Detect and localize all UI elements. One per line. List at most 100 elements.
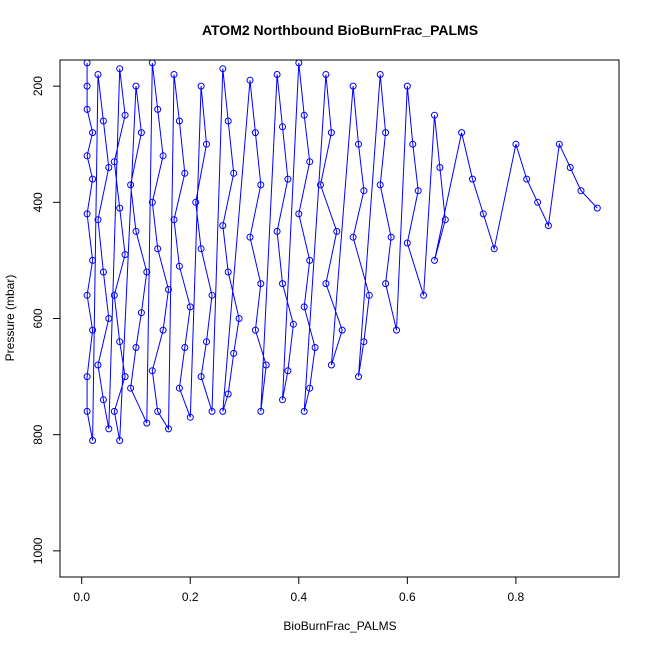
plot-frame bbox=[59, 59, 620, 578]
data-point bbox=[235, 315, 243, 322]
data-point bbox=[414, 187, 422, 195]
data-point bbox=[262, 361, 270, 369]
data-point bbox=[246, 233, 254, 241]
data-point bbox=[284, 175, 292, 183]
data-point bbox=[181, 169, 189, 177]
data-point bbox=[89, 129, 97, 137]
data-point bbox=[403, 239, 411, 247]
data-point bbox=[105, 425, 113, 433]
data-point bbox=[441, 216, 449, 224]
x-axis-label: BioBurnFrac_PALMS bbox=[283, 619, 396, 633]
data-point bbox=[289, 320, 297, 328]
data-point bbox=[311, 344, 319, 351]
data-point bbox=[376, 71, 384, 78]
data-point bbox=[197, 82, 205, 90]
data-point bbox=[273, 71, 281, 78]
data-point bbox=[338, 326, 346, 334]
data-point bbox=[94, 216, 102, 224]
x-tick-label: 0.4 bbox=[290, 590, 307, 604]
y-axis: 200 400 600 800 1000 bbox=[31, 76, 61, 564]
y-tick-label: 1000 bbox=[31, 537, 45, 564]
data-point bbox=[230, 169, 238, 177]
data-point bbox=[257, 407, 265, 415]
data-point bbox=[257, 181, 265, 189]
data-point bbox=[83, 105, 91, 113]
data-marks bbox=[83, 59, 601, 444]
data-point bbox=[121, 373, 129, 381]
data-point bbox=[246, 76, 254, 84]
data-point bbox=[110, 158, 118, 166]
data-point bbox=[148, 367, 156, 375]
data-point bbox=[186, 413, 194, 421]
data-point bbox=[197, 373, 205, 381]
y-axis-label: Pressure (mbar) bbox=[3, 275, 17, 362]
data-point bbox=[224, 117, 232, 125]
data-point bbox=[165, 425, 172, 433]
data-point bbox=[230, 349, 238, 357]
data-point bbox=[132, 82, 140, 90]
data-point bbox=[360, 187, 368, 195]
data-point bbox=[365, 291, 373, 299]
data-point bbox=[148, 198, 156, 206]
data-point bbox=[175, 384, 183, 392]
data-point bbox=[436, 164, 444, 171]
data-point bbox=[306, 158, 314, 166]
data-point bbox=[154, 407, 162, 415]
data-point bbox=[327, 129, 335, 137]
data-point bbox=[306, 256, 314, 264]
data-point bbox=[203, 140, 210, 148]
data-point bbox=[273, 227, 281, 235]
data-point bbox=[403, 82, 411, 90]
data-point bbox=[327, 361, 335, 369]
data-point bbox=[99, 396, 107, 404]
data-point bbox=[431, 256, 438, 264]
data-point bbox=[333, 227, 341, 235]
chart-title: ATOM2 Northbound BioBurnFrac_PALMS bbox=[202, 22, 478, 38]
data-point bbox=[197, 245, 205, 253]
data-point bbox=[181, 344, 189, 351]
data-point bbox=[224, 268, 232, 276]
y-tick-label: 200 bbox=[31, 76, 45, 96]
data-point bbox=[382, 129, 390, 137]
y-tick-label: 800 bbox=[31, 424, 45, 444]
data-point bbox=[322, 280, 330, 288]
data-point bbox=[322, 71, 330, 78]
x-tick-label: 0.2 bbox=[182, 590, 199, 604]
data-point bbox=[175, 262, 183, 270]
data-point bbox=[154, 245, 162, 253]
data-point bbox=[89, 326, 97, 334]
data-point bbox=[99, 268, 107, 276]
data-point bbox=[382, 280, 390, 288]
data-point bbox=[355, 373, 362, 381]
data-point bbox=[295, 210, 303, 218]
data-point bbox=[251, 129, 259, 137]
x-tick-label: 0.8 bbox=[508, 590, 525, 604]
data-point bbox=[143, 268, 151, 276]
data-point bbox=[458, 129, 466, 137]
data-point bbox=[83, 407, 91, 415]
data-point bbox=[83, 82, 91, 90]
data-point bbox=[175, 117, 183, 125]
data-point bbox=[154, 105, 162, 113]
data-point bbox=[143, 419, 151, 427]
data-point bbox=[110, 407, 118, 415]
data-point bbox=[127, 181, 135, 189]
data-point bbox=[577, 187, 585, 195]
data-point bbox=[279, 280, 286, 288]
data-point bbox=[89, 256, 97, 264]
data-point bbox=[279, 396, 286, 404]
data-point bbox=[224, 390, 232, 398]
data-point bbox=[512, 140, 520, 148]
data-point bbox=[349, 82, 357, 90]
data-point bbox=[121, 251, 129, 259]
data-point bbox=[300, 111, 308, 119]
data-point bbox=[83, 291, 91, 299]
data-point bbox=[116, 65, 124, 73]
data-point bbox=[83, 152, 91, 160]
data-point bbox=[387, 233, 395, 241]
data-point bbox=[121, 111, 129, 119]
data-point bbox=[94, 361, 102, 369]
data-point bbox=[469, 175, 476, 183]
data-point bbox=[137, 129, 145, 137]
data-point bbox=[349, 233, 357, 241]
